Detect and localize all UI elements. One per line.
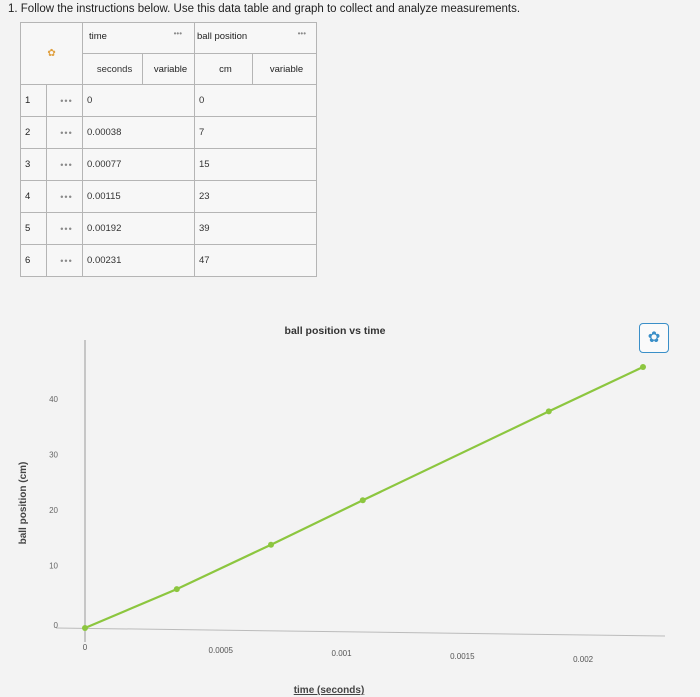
table-row: 4 ••• 0.00115 23 xyxy=(20,180,318,213)
table-row: 1 ••• 0 0 xyxy=(20,84,318,117)
row-menu-icon[interactable]: ••• xyxy=(45,84,84,117)
unit-cm[interactable]: cm xyxy=(194,53,254,85)
row-number: 3 xyxy=(20,148,47,181)
y-tick-label: 40 xyxy=(49,395,58,404)
row-menu-icon[interactable]: ••• xyxy=(45,180,84,213)
row-number: 2 xyxy=(20,116,47,149)
column-menu-icon[interactable]: ••• xyxy=(297,29,307,38)
position-cell[interactable]: 23 xyxy=(194,180,318,213)
row-number: 1 xyxy=(20,84,47,117)
column-header-time[interactable]: time ••• xyxy=(82,22,196,54)
y-tick-label: 0 xyxy=(54,621,59,630)
unit-seconds[interactable]: seconds xyxy=(82,53,144,85)
table-row: 2 ••• 0.00038 7 xyxy=(20,116,318,149)
row-menu-icon[interactable]: ••• xyxy=(45,148,84,181)
time-cell[interactable]: 0.00192 xyxy=(82,212,196,245)
x-axis-line xyxy=(55,627,666,637)
table-row: 6 ••• 0.00231 47 xyxy=(20,244,318,277)
position-cell[interactable]: 39 xyxy=(194,212,318,245)
variable-label[interactable]: variable xyxy=(142,53,196,85)
time-cell[interactable]: 0.00038 xyxy=(82,116,196,149)
time-cell[interactable]: 0.00077 xyxy=(82,148,196,181)
data-point xyxy=(82,625,88,631)
row-number: 4 xyxy=(20,180,47,213)
column-menu-icon[interactable]: ••• xyxy=(173,29,183,38)
row-menu-icon[interactable]: ••• xyxy=(45,244,84,277)
variable-label[interactable]: variable xyxy=(252,53,318,85)
x-axis-label: time (seconds) xyxy=(294,685,365,696)
x-tick-label: 0.002 xyxy=(573,655,594,664)
x-tick-label: 0.0015 xyxy=(450,652,475,661)
position-cell[interactable]: 15 xyxy=(194,148,318,181)
data-table: ✿ time ••• ball position ••• seconds var… xyxy=(19,22,318,277)
position-cell[interactable]: 47 xyxy=(194,244,318,277)
data-point xyxy=(359,497,366,504)
chart-title: ball position vs time xyxy=(285,325,386,337)
row-menu-icon[interactable]: ••• xyxy=(45,116,84,149)
row-number: 6 xyxy=(20,244,47,277)
instruction-text: 1. Follow the instructions below. Use th… xyxy=(8,3,521,15)
time-cell[interactable]: 0.00115 xyxy=(82,180,196,213)
data-point xyxy=(173,586,180,593)
position-cell[interactable]: 7 xyxy=(194,116,318,149)
y-tick-label: 30 xyxy=(49,450,58,459)
table-row: 5 ••• 0.00192 39 xyxy=(20,212,318,245)
time-cell[interactable]: 0.00231 xyxy=(82,244,196,277)
x-tick-label: 0.0005 xyxy=(209,646,234,655)
x-tick-label: 0.001 xyxy=(332,649,353,658)
ball-position-vs-time-chart[interactable]: ball position vs time ball position (cm)… xyxy=(0,300,700,697)
y-tick-label: 10 xyxy=(49,561,58,570)
y-tick-label: 20 xyxy=(49,506,58,515)
data-point xyxy=(268,541,274,548)
chart-settings-gear-icon[interactable]: ✿ xyxy=(639,323,669,353)
row-number: 5 xyxy=(20,212,47,245)
x-tick-label: 0 xyxy=(83,643,88,652)
table-row: 3 ••• 0.00077 15 xyxy=(20,148,318,181)
column-header-ball-position[interactable]: ball position ••• xyxy=(194,22,318,54)
data-point xyxy=(545,408,552,415)
position-cell[interactable]: 0 xyxy=(194,84,318,117)
row-menu-icon[interactable]: ••• xyxy=(45,212,84,245)
table-settings-gear-icon[interactable]: ✿ xyxy=(19,22,84,85)
data-point xyxy=(640,364,646,370)
y-axis-label: ball position (cm) xyxy=(18,462,29,545)
time-cell[interactable]: 0 xyxy=(82,84,196,117)
series-line xyxy=(84,366,644,630)
